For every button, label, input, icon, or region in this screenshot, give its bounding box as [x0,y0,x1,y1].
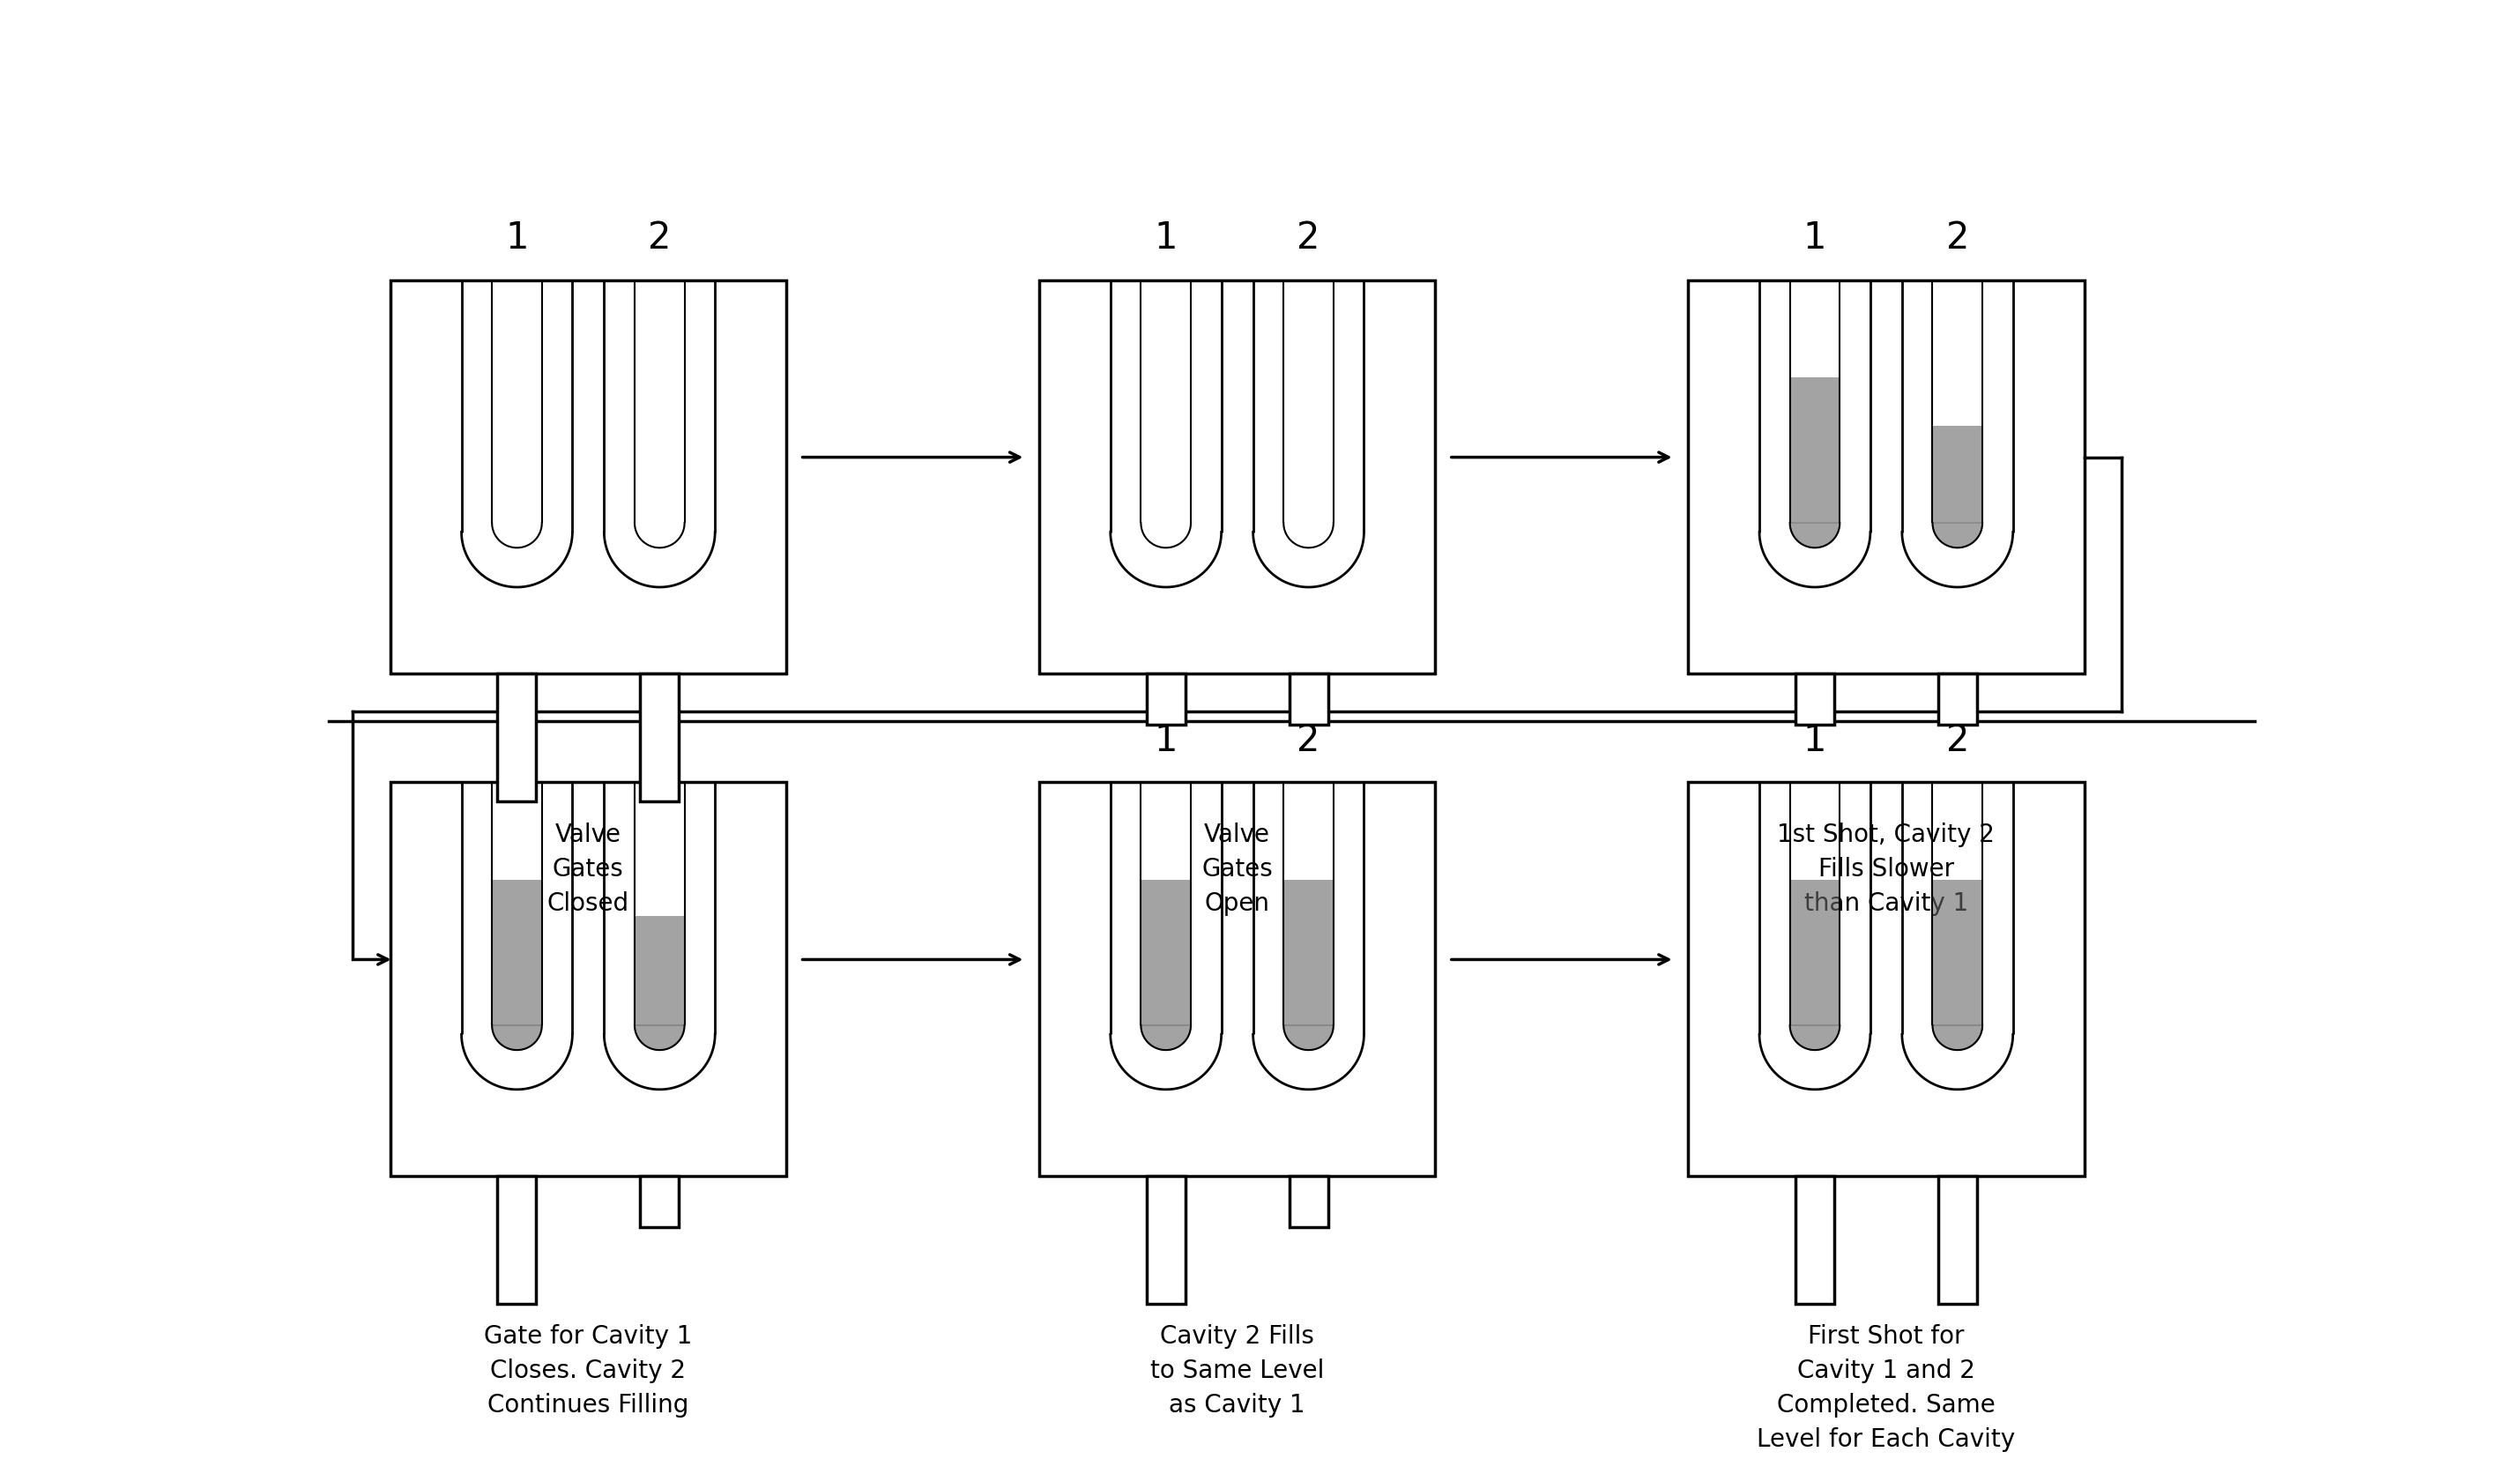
Text: 1: 1 [1804,722,1827,759]
Text: 1: 1 [1154,722,1177,759]
Text: 1: 1 [1154,220,1177,256]
Text: 2: 2 [1298,722,1320,759]
Bar [496,1176,537,1304]
Text: 1: 1 [1804,220,1827,256]
Bar [491,880,542,1026]
Text: 2: 2 [648,220,670,256]
Bar [391,280,786,674]
Bar [640,674,678,802]
Bar [1938,1176,1976,1304]
Polygon shape [1789,523,1840,548]
Bar [635,915,685,1026]
Bar [1142,880,1192,1026]
Polygon shape [1283,1026,1333,1049]
Bar [1290,1176,1328,1228]
Text: 1st Shot, Cavity 2
Fills Slower
than Cavity 1: 1st Shot, Cavity 2 Fills Slower than Cav… [1777,822,1996,915]
Bar [1794,674,1835,725]
Text: 2: 2 [1298,220,1320,256]
Bar [1933,426,1983,523]
Text: First Shot for
Cavity 1 and 2
Completed. Same
Level for Each Cavity: First Shot for Cavity 1 and 2 Completed.… [1756,1325,2016,1452]
Bar [496,674,537,802]
Bar [1789,880,1840,1026]
Text: 2: 2 [1945,220,1968,256]
Bar [1789,377,1840,523]
Text: 1: 1 [504,722,529,759]
Bar [1038,280,1436,674]
Polygon shape [1933,523,1983,548]
Polygon shape [1933,1026,1983,1049]
Text: 2: 2 [648,722,670,759]
Bar [1688,783,2084,1176]
Bar [1283,880,1333,1026]
Bar [1147,674,1184,725]
Text: Valve
Gates
Open: Valve Gates Open [1202,822,1273,915]
Bar [1688,280,2084,674]
Bar [1290,674,1328,725]
Polygon shape [1789,1026,1840,1049]
Polygon shape [491,1026,542,1049]
Text: Valve
Gates
Closed: Valve Gates Closed [547,822,630,915]
Bar [1147,1176,1184,1304]
Bar [391,783,786,1176]
Bar [1038,783,1436,1176]
Polygon shape [635,1026,685,1049]
Bar [1794,1176,1835,1304]
Text: Cavity 2 Fills
to Same Level
as Cavity 1: Cavity 2 Fills to Same Level as Cavity 1 [1149,1325,1323,1418]
Text: 1: 1 [504,220,529,256]
Polygon shape [1142,1026,1192,1049]
Text: Gate for Cavity 1
Closes. Cavity 2
Continues Filling: Gate for Cavity 1 Closes. Cavity 2 Conti… [484,1325,693,1418]
Bar [640,1176,678,1228]
Bar [1938,674,1976,725]
Bar [1933,880,1983,1026]
Text: 2: 2 [1945,722,1968,759]
